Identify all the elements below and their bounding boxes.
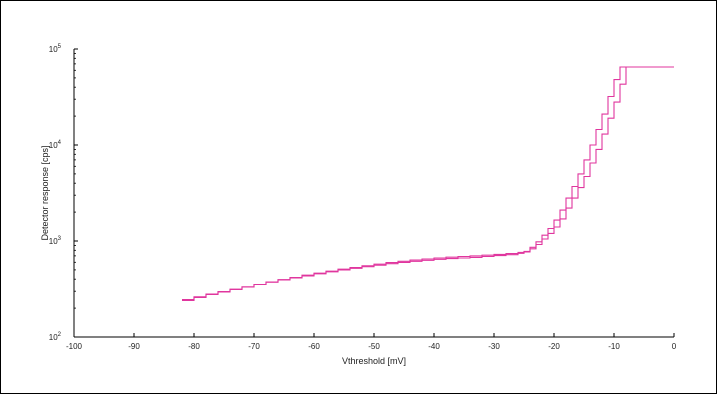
y-axis-label: Detector response [cps] bbox=[40, 145, 50, 240]
y-tick-exponent: 2 bbox=[58, 332, 62, 338]
x-tick-label: -100 bbox=[66, 342, 83, 351]
series-line-1 bbox=[182, 66, 674, 301]
x-tick-label: -90 bbox=[128, 342, 140, 351]
x-tick-label: -10 bbox=[608, 342, 620, 351]
y-tick-label: 104 bbox=[49, 140, 62, 150]
x-tick-label: -70 bbox=[248, 342, 260, 351]
y-tick-label: 103 bbox=[49, 236, 62, 246]
x-tick-label: -50 bbox=[368, 342, 380, 351]
series-line-2 bbox=[182, 66, 674, 302]
x-tick-label: -60 bbox=[308, 342, 320, 351]
x-axis-label: Vthreshold [mV] bbox=[342, 356, 406, 366]
axes bbox=[73, 49, 674, 338]
y-tick-label: 102 bbox=[49, 332, 62, 342]
y-tick-exponent: 4 bbox=[58, 140, 62, 146]
y-tick-label: 105 bbox=[49, 44, 62, 54]
series-layer bbox=[182, 66, 674, 302]
y-tick-base: 10 bbox=[49, 333, 58, 342]
y-tick-base: 10 bbox=[49, 45, 58, 54]
y-tick-base: 10 bbox=[49, 237, 58, 246]
x-tick-label: -80 bbox=[188, 342, 200, 351]
x-tick-label: -20 bbox=[548, 342, 560, 351]
x-tick-label: -40 bbox=[428, 342, 440, 351]
x-tick-label: 0 bbox=[672, 342, 677, 351]
y-tick-exponent: 3 bbox=[58, 236, 62, 242]
x-ticks: -100 -90 -80 -70 -60 -50 -40 -30 -20 -10 0 bbox=[66, 333, 677, 351]
y-tick-exponent: 5 bbox=[58, 44, 62, 50]
y-tick-base: 10 bbox=[49, 141, 58, 150]
x-tick-label: -30 bbox=[488, 342, 500, 351]
